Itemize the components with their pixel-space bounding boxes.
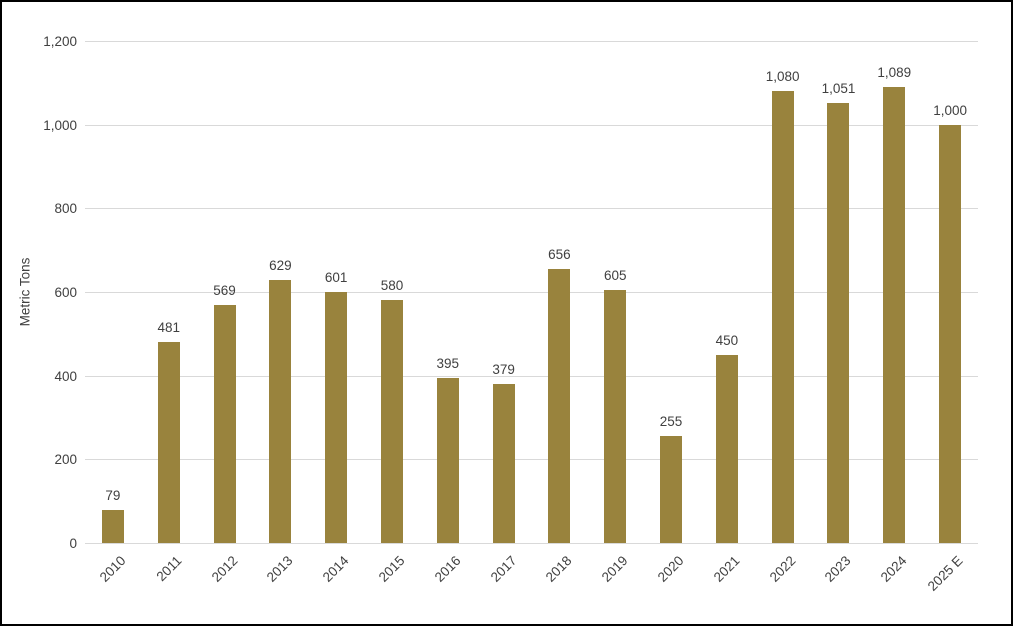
bar <box>827 103 850 543</box>
bar-value-label: 255 <box>659 414 683 430</box>
bar-value-label: 379 <box>492 362 515 378</box>
bar-value-label: 1,080 <box>765 69 800 85</box>
bar-value-label: 79 <box>105 487 121 503</box>
bar-value-label: 605 <box>603 267 627 283</box>
y-tick-label: 600 <box>54 285 77 300</box>
x-axis-label: 2020 <box>654 553 687 585</box>
bar-value-label: 1,000 <box>933 102 967 118</box>
x-axis-label: 2012 <box>208 553 241 585</box>
gridline <box>85 459 978 460</box>
x-axis-label: 2016 <box>431 553 464 585</box>
y-tick-label: 1,200 <box>43 34 77 49</box>
gridline <box>85 292 978 293</box>
gridline <box>85 208 978 209</box>
bar-value-label: 481 <box>157 319 180 335</box>
bar-value-label: 395 <box>436 355 460 371</box>
y-tick-label: 800 <box>54 201 77 216</box>
y-tick-label: 200 <box>54 452 77 467</box>
bar <box>492 384 515 543</box>
x-axis-label: 2024 <box>878 553 910 585</box>
bar <box>436 377 459 543</box>
bar <box>883 87 906 543</box>
gridline <box>85 376 978 377</box>
bar <box>101 509 124 543</box>
gridline <box>85 41 978 42</box>
y-tick-label: 400 <box>54 369 77 384</box>
x-axis-label: 2010 <box>96 553 129 585</box>
bar <box>548 268 571 543</box>
bar-value-label: 1,089 <box>877 65 912 81</box>
x-axis-label: 2013 <box>264 553 296 585</box>
bar-value-label: 569 <box>213 282 236 298</box>
x-axis-label: 2014 <box>319 553 352 585</box>
bar <box>213 304 236 543</box>
bar-value-label: 656 <box>548 246 571 262</box>
x-axis-label: 2019 <box>598 553 631 585</box>
x-axis-label: 2022 <box>766 553 799 585</box>
x-axis-label: 2015 <box>375 553 408 585</box>
bar <box>771 91 794 543</box>
bar-value-label: 450 <box>715 332 739 348</box>
x-axis-label: 2011 <box>153 553 185 585</box>
gridline <box>85 125 978 126</box>
x-axis-label: 2025 E <box>924 553 966 594</box>
gridline <box>85 543 978 544</box>
x-axis-label: 2021 <box>710 553 743 585</box>
bar <box>715 354 738 543</box>
bar-value-label: 1,051 <box>821 81 856 97</box>
bar <box>380 300 403 543</box>
bar <box>660 436 683 543</box>
bar-value-label: 629 <box>269 257 292 273</box>
bar <box>269 279 292 543</box>
bar-value-label: 601 <box>324 269 348 285</box>
x-axis-label: 2018 <box>543 553 576 585</box>
y-tick-label: 0 <box>69 536 77 551</box>
bar <box>157 341 180 543</box>
x-axis-label: 2017 <box>487 553 520 585</box>
x-axis-label: 2023 <box>822 553 855 585</box>
y-tick-label: 1,000 <box>43 118 77 133</box>
bar <box>325 291 348 543</box>
bar <box>939 124 962 543</box>
bar <box>604 289 627 543</box>
bar-value-label: 580 <box>380 278 404 294</box>
